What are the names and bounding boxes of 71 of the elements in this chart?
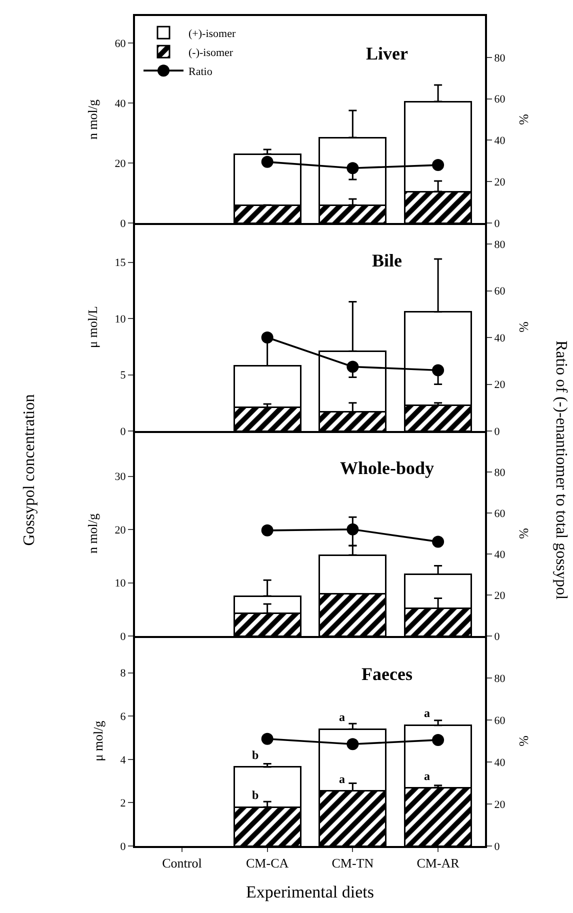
- y2-axis-title: %: [516, 114, 531, 125]
- y-tick-label: 4: [120, 754, 126, 766]
- x-tick-label: CM-TN: [332, 856, 374, 871]
- y2-tick-label: 80: [494, 672, 506, 685]
- y-tick-label: 15: [114, 257, 126, 270]
- y-tick-label: 2: [120, 798, 126, 810]
- y-axis-title: μ mol/L: [85, 306, 100, 348]
- point: [432, 536, 444, 548]
- y2-tick-label: 0: [494, 218, 500, 230]
- y2-tick-label: 80: [494, 52, 506, 64]
- y2-tick-label: 60: [494, 94, 506, 106]
- y2-tick-label: 20: [494, 176, 506, 188]
- legend-label: (-)-isomer: [188, 46, 234, 59]
- y2-tick-label: 40: [494, 135, 506, 148]
- y-axis-title: μ mol/g: [90, 720, 106, 762]
- point: [346, 360, 359, 373]
- y2-tick-label: 60: [494, 286, 506, 298]
- text: Liver: [366, 44, 408, 64]
- legend-label: Ratio: [188, 66, 213, 78]
- y-tick-label: 0: [120, 426, 126, 438]
- y2-tick-label: 20: [494, 798, 506, 811]
- x-axis-title: Experimental diets: [246, 882, 374, 902]
- y-tick-label: 0: [120, 630, 126, 643]
- y-tick-label: 20: [114, 158, 126, 170]
- y-tick-label: 0: [120, 840, 126, 853]
- x-tick-label: CM-AR: [416, 856, 460, 871]
- y2-tick-label: 40: [494, 332, 506, 344]
- annotation: b: [252, 748, 259, 762]
- point: [261, 332, 274, 344]
- annotation: a: [339, 710, 345, 724]
- x-tick-label: Control: [162, 856, 202, 871]
- y-tick-label: 8: [120, 668, 126, 680]
- y2-axis-title: %: [516, 735, 531, 746]
- y-tick-label: 5: [120, 370, 126, 382]
- y2-tick-label: 60: [494, 714, 506, 727]
- y2-tick-label: 60: [494, 508, 506, 520]
- y-tick-label: 6: [120, 710, 126, 723]
- x-tick-label: CM-CA: [246, 856, 290, 871]
- y-axis-title: n mol/g: [85, 512, 100, 554]
- y2-tick-label: 80: [494, 466, 506, 479]
- y2-tick-label: 0: [494, 840, 500, 853]
- y-tick-label: 60: [114, 38, 126, 50]
- annotation: a: [424, 769, 430, 783]
- y2-tick-label: 20: [494, 379, 506, 392]
- y-axis-title: n mol/g: [85, 98, 100, 140]
- y2-axis-title: %: [516, 321, 531, 332]
- annotation: b: [252, 788, 259, 802]
- text: Whole-body: [340, 458, 434, 478]
- y2-tick-label: 40: [494, 756, 506, 769]
- text: Gossypol concentration: [20, 394, 39, 546]
- y-tick-label: 30: [114, 471, 126, 484]
- y2-tick-label: 0: [494, 426, 500, 438]
- y2-tick-label: 80: [494, 238, 506, 251]
- y-tick-label: 40: [114, 98, 126, 110]
- y-tick-label: 0: [120, 218, 126, 230]
- text: Bile: [372, 250, 402, 271]
- text: Ratio of (-)-enantiomer to total gossypol: [551, 340, 570, 600]
- y2-tick-label: 20: [494, 590, 506, 602]
- y2-tick-label: 40: [494, 548, 506, 561]
- point: [346, 523, 359, 536]
- legend-label: (+)-isomer: [188, 28, 236, 40]
- y2-axis-title: %: [516, 528, 531, 539]
- annotation: a: [424, 706, 430, 720]
- text: Faeces: [362, 664, 412, 684]
- annotation: a: [339, 772, 345, 786]
- y-tick-label: 20: [114, 524, 126, 536]
- y-tick-label: 10: [114, 313, 126, 326]
- point: [261, 524, 274, 536]
- y2-tick-label: 0: [494, 630, 500, 643]
- point: [432, 364, 444, 376]
- y-tick-label: 10: [114, 578, 126, 590]
